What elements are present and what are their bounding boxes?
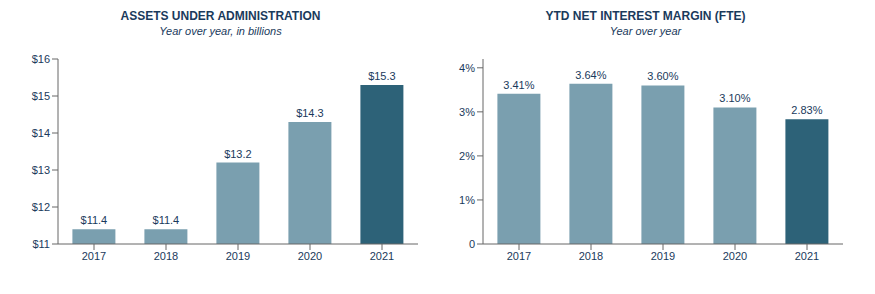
svg-text:$16: $16 (32, 53, 50, 65)
svg-text:$15: $15 (32, 90, 50, 102)
svg-text:2019: 2019 (651, 250, 675, 262)
svg-text:4%: 4% (459, 62, 475, 74)
svg-text:$15.3: $15.3 (368, 70, 396, 82)
svg-text:2020: 2020 (723, 250, 747, 262)
svg-text:3.60%: 3.60% (647, 70, 678, 82)
svg-text:$11.4: $11.4 (153, 214, 180, 226)
svg-text:2018: 2018 (579, 250, 603, 262)
html-text:Year over year, in billions: Year over year, in billions (159, 25, 282, 37)
html-text:YTD NET INTEREST MARGIN (FTE): YTD NET INTEREST MARGIN (FTE) (545, 9, 746, 23)
svg-text:0: 0 (469, 238, 475, 250)
svg-text:$11.4: $11.4 (81, 214, 108, 226)
svg-text:2%: 2% (459, 150, 475, 162)
html-text:Year over year: Year over year (609, 25, 682, 37)
svg-text:$14: $14 (32, 127, 50, 139)
svg-text:2018: 2018 (154, 250, 178, 262)
svg-text:2017: 2017 (507, 250, 531, 262)
svg-text:3.10%: 3.10% (719, 92, 750, 104)
svg-text:2017: 2017 (82, 250, 106, 262)
svg-text:3.64%: 3.64% (575, 69, 606, 81)
svg-text:2020: 2020 (298, 250, 322, 262)
svg-text:$13: $13 (32, 164, 50, 176)
svg-text:$14.3: $14.3 (296, 107, 324, 119)
svg-text:$11: $11 (32, 238, 50, 250)
svg-text:3.41%: 3.41% (503, 79, 534, 91)
svg-text:2021: 2021 (370, 250, 394, 262)
svg-text:1%: 1% (459, 194, 475, 206)
svg-text:3%: 3% (459, 106, 475, 118)
svg-text:$12: $12 (32, 201, 50, 213)
svg-text:$13.2: $13.2 (224, 148, 252, 160)
svg-text:2.83%: 2.83% (791, 104, 822, 116)
svg-text:2021: 2021 (795, 250, 819, 262)
svg-text:2019: 2019 (226, 250, 250, 262)
html-text:ASSETS UNDER ADMINISTRATION: ASSETS UNDER ADMINISTRATION (120, 9, 321, 23)
